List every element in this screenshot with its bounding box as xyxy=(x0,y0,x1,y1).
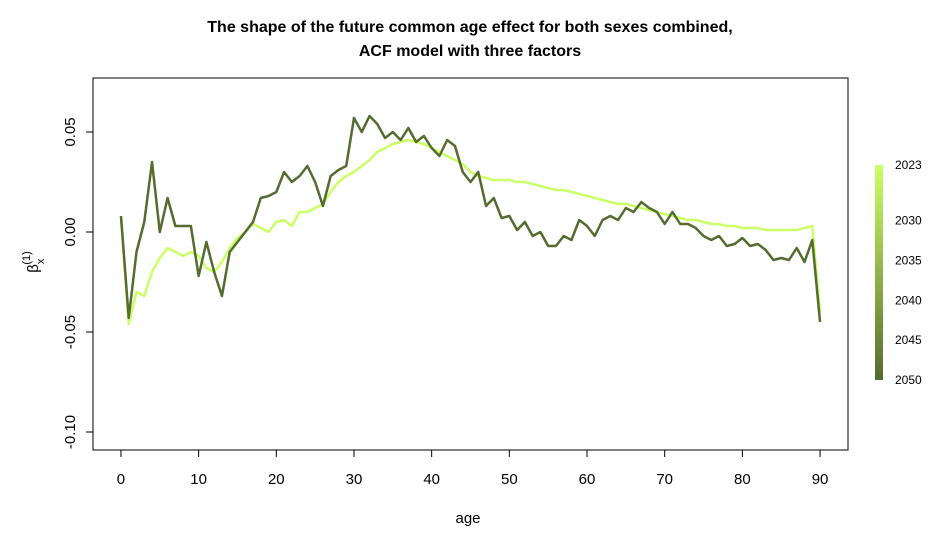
x-tick-label: 0 xyxy=(117,471,125,488)
colorbar-label: 2040 xyxy=(895,293,922,307)
y-axis-label: βx(1) xyxy=(21,251,47,273)
series-line xyxy=(119,114,822,323)
colorbar-label: 2035 xyxy=(895,254,922,268)
y-label-superscript: (1) xyxy=(21,251,33,264)
x-tick-label: 20 xyxy=(268,471,285,488)
chart-title: The shape of the future common age effec… xyxy=(207,19,732,36)
x-axis-label: age xyxy=(455,510,480,527)
colorbar-label: 2023 xyxy=(895,158,922,172)
colorbar xyxy=(875,165,883,380)
x-tick-label: 50 xyxy=(501,471,518,488)
colorbar-label: 2030 xyxy=(895,214,922,228)
y-label-symbol: β xyxy=(25,264,42,273)
y-label-subscript: x xyxy=(35,258,47,264)
series-line xyxy=(119,138,822,326)
y-tick-label: -0.05 xyxy=(62,315,79,349)
x-tick-label: 60 xyxy=(579,471,596,488)
plot-frame xyxy=(92,77,849,451)
y-tick-label: 0.00 xyxy=(62,217,79,246)
x-tick-label: 70 xyxy=(656,471,673,488)
y-tick-label: 0.05 xyxy=(62,117,79,146)
x-tick-label: 90 xyxy=(812,471,829,488)
chart-title: ACF model with three factors xyxy=(359,43,581,60)
x-tick-label: 10 xyxy=(190,471,207,488)
colorbar-label: 2045 xyxy=(895,333,922,347)
colorbar-label: 2050 xyxy=(895,373,922,387)
x-tick-label: 30 xyxy=(346,471,363,488)
y-tick-label: -0.10 xyxy=(62,415,79,449)
x-tick-label: 80 xyxy=(734,471,751,488)
x-tick-label: 40 xyxy=(423,471,440,488)
